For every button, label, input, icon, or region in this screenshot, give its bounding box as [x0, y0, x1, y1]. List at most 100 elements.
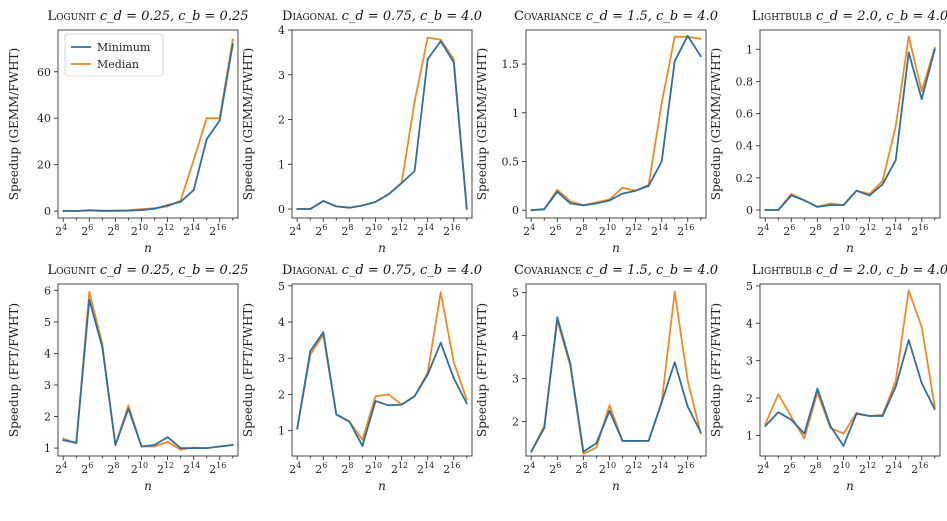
chart-title-params: c_d = 0.75, c_b = 4.0	[342, 9, 482, 24]
data-point-median	[387, 393, 390, 396]
x-tick-exponent: 12	[866, 461, 876, 470]
y-tick-label: 3	[278, 69, 285, 82]
x-tick-label: 26	[549, 223, 561, 238]
y-tick-label: 1.5	[502, 58, 520, 71]
x-tick-exponent: 10	[372, 461, 382, 470]
data-point-minimum	[465, 208, 468, 210]
x-tick-base: 2	[391, 225, 398, 238]
plot-frame	[291, 283, 473, 457]
x-tick-label: 214	[417, 461, 434, 476]
chart-title: Covariance c_d = 1.5, c_b = 4.0	[514, 263, 718, 278]
data-point-minimum	[322, 331, 325, 334]
x-tick-exponent: 16	[684, 223, 694, 232]
x-tick-base: 2	[107, 463, 114, 476]
data-point-minimum	[842, 445, 845, 447]
y-tick-label: 1	[278, 158, 285, 171]
data-point-median	[153, 445, 156, 448]
data-point-minimum	[348, 420, 351, 423]
data-point-minimum	[400, 403, 403, 406]
data-point-median	[179, 448, 182, 451]
data-point-minimum	[452, 377, 455, 379]
x-tick-label: 214	[651, 461, 668, 476]
data-point-minimum	[764, 209, 767, 211]
y-tick-label: 20	[37, 159, 51, 172]
y-tick-label: 3	[746, 355, 753, 368]
data-point-minimum	[634, 189, 637, 192]
data-point-minimum	[816, 205, 819, 208]
series-line-minimum	[530, 316, 702, 453]
data-point-median	[374, 395, 377, 398]
x-tick-label: 216	[911, 223, 928, 238]
data-point-minimum	[309, 208, 312, 210]
x-tick-base: 2	[651, 225, 658, 238]
y-tick-label: 1	[746, 429, 753, 442]
x-tick-base: 2	[677, 225, 684, 238]
x-tick-exponent: 4	[296, 223, 301, 232]
x-tick-label: 210	[365, 461, 382, 476]
x-tick-exponent: 16	[918, 223, 928, 232]
x-tick-base: 2	[625, 463, 632, 476]
x-tick-base: 2	[783, 225, 790, 238]
y-tick-label: 0.2	[736, 172, 754, 185]
chart-title-params: c_d = 0.25, c_b = 0.25	[100, 263, 249, 278]
data-point-minimum	[660, 160, 663, 163]
y-tick-label: 4	[44, 347, 51, 360]
data-point-minimum	[413, 170, 416, 172]
data-point-median	[660, 102, 663, 104]
data-point-minimum	[569, 362, 572, 365]
series-line-minimum	[296, 331, 468, 447]
data-point-minimum	[361, 445, 364, 447]
x-tick-base: 2	[911, 463, 918, 476]
y-tick-label: 4	[512, 330, 519, 343]
data-point-minimum	[296, 208, 299, 210]
x-axis-label: n	[144, 479, 152, 493]
data-point-minimum	[205, 138, 208, 141]
data-point-minimum	[543, 208, 546, 211]
x-tick-base: 2	[599, 225, 606, 238]
x-tick-exponent: 8	[582, 223, 587, 232]
chart-title-main: Lightbulb	[752, 9, 812, 24]
x-tick-base: 2	[809, 225, 816, 238]
data-point-minimum	[231, 43, 234, 45]
data-point-minimum	[933, 48, 936, 51]
y-axis-label: Speedup (FFT/FWHT)	[475, 303, 489, 437]
x-tick-base: 2	[443, 463, 450, 476]
data-point-minimum	[166, 204, 169, 207]
data-point-median	[413, 100, 416, 103]
x-tick-label: 24	[757, 223, 769, 238]
data-point-minimum	[426, 373, 429, 376]
data-point-minimum	[881, 415, 884, 417]
chart-title-params: c_d = 1.5, c_b = 4.0	[586, 263, 718, 278]
x-tick-base: 2	[911, 225, 918, 238]
data-point-median	[426, 36, 429, 39]
x-tick-label: 210	[599, 223, 616, 238]
x-tick-base: 2	[131, 463, 138, 476]
x-tick-exponent: 6	[790, 223, 795, 232]
series-line-median	[297, 36, 468, 210]
x-tick-exponent: 10	[138, 461, 148, 470]
x-tick-base: 2	[549, 225, 556, 238]
x-axis-label: n	[378, 479, 386, 493]
data-point-median	[686, 379, 689, 382]
y-axis-label: Speedup (FFT/FWHT)	[7, 303, 21, 437]
data-point-minimum	[842, 204, 845, 207]
data-point-minimum	[621, 440, 624, 442]
x-tick-base: 2	[833, 225, 840, 238]
x-tick-label: 28	[575, 461, 587, 476]
x-tick-label: 216	[209, 223, 226, 238]
x-tick-label: 216	[443, 461, 460, 476]
x-tick-exponent: 6	[88, 223, 93, 232]
plot-frame	[57, 283, 239, 457]
data-point-median	[621, 186, 624, 189]
y-tick-label: 1	[278, 425, 285, 438]
x-tick-exponent: 14	[658, 223, 668, 232]
x-tick-label: 212	[391, 223, 408, 238]
data-point-minimum	[374, 400, 377, 402]
x-tick-base: 2	[443, 225, 450, 238]
data-point-minimum	[88, 298, 91, 301]
data-point-minimum	[530, 209, 533, 212]
data-point-median	[829, 202, 832, 205]
data-point-minimum	[88, 209, 91, 212]
x-tick-label: 28	[107, 461, 119, 476]
